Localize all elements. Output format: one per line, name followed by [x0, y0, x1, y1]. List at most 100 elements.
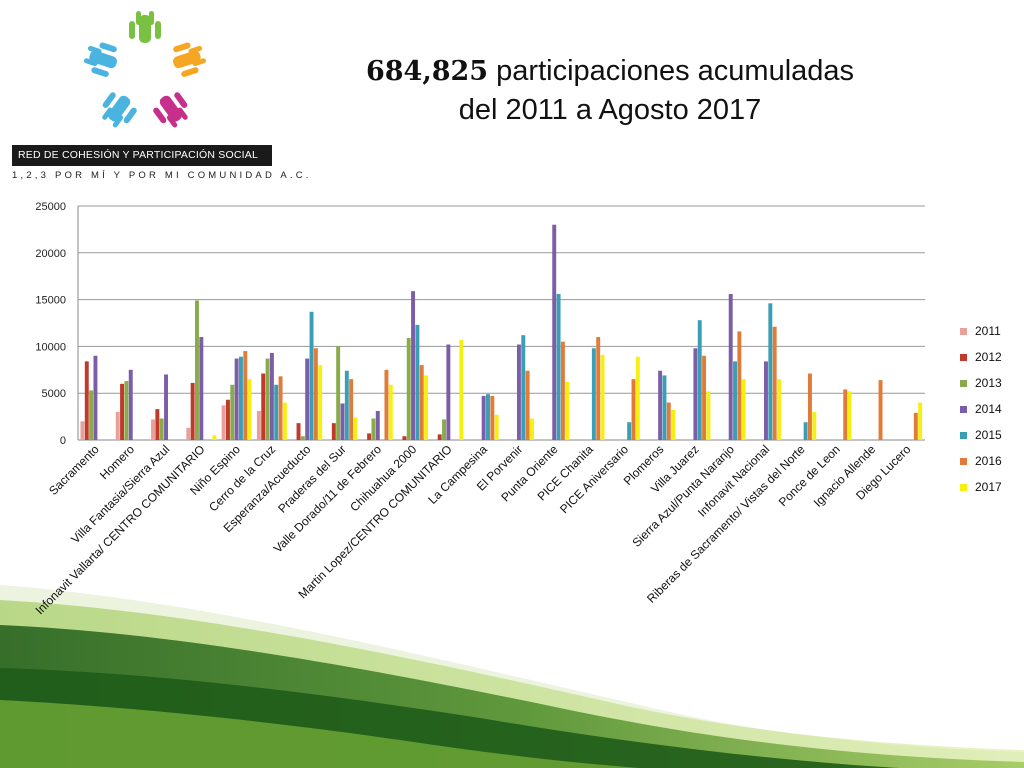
bar-2017 — [812, 411, 817, 440]
bar-2016 — [525, 370, 530, 440]
bar-2016 — [878, 380, 883, 440]
bar-2012 — [84, 361, 89, 440]
bar-2012 — [261, 373, 266, 440]
bar-2016 — [419, 365, 424, 440]
organization-name-band: RED DE COHESIÓN Y PARTICIPACIÓN SOCIAL — [12, 145, 272, 166]
bar-2017 — [494, 414, 499, 440]
bar-2014 — [234, 358, 239, 440]
organization-tagline: 1,2,3 POR MÍ Y POR MI COMUNIDAD A.C. — [12, 170, 312, 181]
legend-label: 2011 — [975, 324, 1001, 338]
y-tick-label: 20000 — [35, 248, 66, 260]
bar-2015 — [238, 356, 243, 440]
bar-2015 — [344, 370, 349, 440]
title-subtitle: del 2011 a Agosto 2017 — [458, 94, 762, 126]
bar-2016 — [278, 376, 283, 440]
bar-2013 — [442, 419, 446, 440]
bar-2014 — [375, 410, 380, 440]
bar-2015 — [627, 422, 632, 440]
bar-2014 — [516, 344, 521, 440]
legend-label: 2017 — [975, 480, 1002, 494]
chart-y-tick-labels: 25000 20000 15000 10000 5000 0 — [35, 201, 66, 447]
bar-2017 — [777, 379, 781, 440]
bar-2011 — [80, 421, 85, 440]
organization-logo — [83, 11, 207, 128]
bar-2013 — [89, 390, 94, 440]
bar-2016 — [737, 331, 742, 440]
legend-label: 2016 — [975, 454, 1002, 468]
bar-2017 — [565, 381, 570, 440]
legend-swatch — [960, 406, 967, 413]
bar-2011 — [221, 405, 226, 440]
bar-2011 — [256, 410, 261, 440]
bar-2012 — [437, 434, 442, 440]
bar-2016 — [843, 389, 848, 440]
legend-label: 2014 — [975, 402, 1002, 416]
bar-2013 — [195, 300, 199, 440]
bar-2013 — [265, 358, 270, 440]
bar-2015 — [662, 375, 667, 440]
bar-2013 — [300, 436, 305, 440]
title-text: participaciones acumuladas — [488, 55, 855, 87]
bar-2016 — [807, 373, 812, 440]
bar-2012 — [120, 383, 125, 440]
legend-swatch — [960, 432, 967, 439]
bar-2016 — [631, 379, 636, 440]
y-tick-label: 10000 — [35, 341, 66, 353]
bar-2011 — [151, 419, 155, 440]
page-title: 684,825 participaciones acumuladas del 2… — [340, 52, 880, 129]
bar-2017 — [282, 402, 287, 440]
bar-2015 — [521, 335, 526, 440]
bar-2012 — [296, 423, 301, 440]
bar-2017 — [247, 379, 252, 440]
y-tick-label: 25000 — [35, 201, 66, 213]
bar-2015 — [309, 311, 314, 440]
bar-chart: 25000 20000 15000 10000 5000 0 SacramentoHome… — [33, 201, 1002, 617]
bar-2016 — [560, 341, 565, 440]
bar-2016 — [666, 402, 671, 440]
bar-2016 — [384, 369, 389, 440]
bar-2012 — [225, 399, 230, 440]
bar-2017 — [635, 356, 640, 440]
bar-2016 — [243, 351, 248, 440]
legend-swatch — [960, 328, 967, 335]
bar-2011 — [115, 411, 120, 440]
bar-2016 — [313, 348, 318, 440]
bar-2015 — [697, 320, 702, 440]
bar-2013 — [406, 337, 411, 440]
bar-2017 — [671, 410, 676, 440]
chart-gridlines — [78, 205, 925, 441]
bar-2017 — [529, 418, 534, 440]
legend-label: 2013 — [975, 376, 1002, 390]
bar-2017 — [318, 365, 323, 440]
bar-2014 — [481, 396, 486, 440]
bar-2013 — [124, 381, 129, 440]
bar-2014 — [693, 348, 698, 440]
bar-2014 — [658, 370, 663, 440]
bar-2017 — [459, 339, 464, 440]
y-tick-label: 0 — [60, 435, 66, 447]
bar-2015 — [556, 293, 561, 440]
bar-2015 — [591, 348, 596, 440]
legend-swatch — [960, 354, 967, 361]
bar-2017 — [600, 354, 605, 440]
bar-2012 — [155, 409, 160, 440]
bar-2014 — [199, 337, 204, 440]
bar-2016 — [702, 355, 707, 440]
bar-2014 — [128, 369, 133, 440]
bar-2013 — [371, 418, 376, 440]
bar-2016 — [772, 326, 777, 440]
bar-2016 — [596, 337, 601, 440]
bar-2017 — [706, 391, 711, 440]
bar-2015 — [415, 324, 420, 440]
bar-2014 — [93, 355, 98, 440]
bar-2017 — [424, 375, 429, 440]
bar-2017 — [353, 417, 358, 440]
bar-2013 — [230, 384, 235, 440]
bar-2017 — [918, 402, 923, 440]
x-tick-label: Ponce de Leon — [776, 442, 843, 509]
bar-2014 — [764, 361, 768, 440]
bar-2014 — [164, 374, 168, 440]
bar-2015 — [733, 361, 737, 440]
bar-2013 — [336, 346, 341, 440]
